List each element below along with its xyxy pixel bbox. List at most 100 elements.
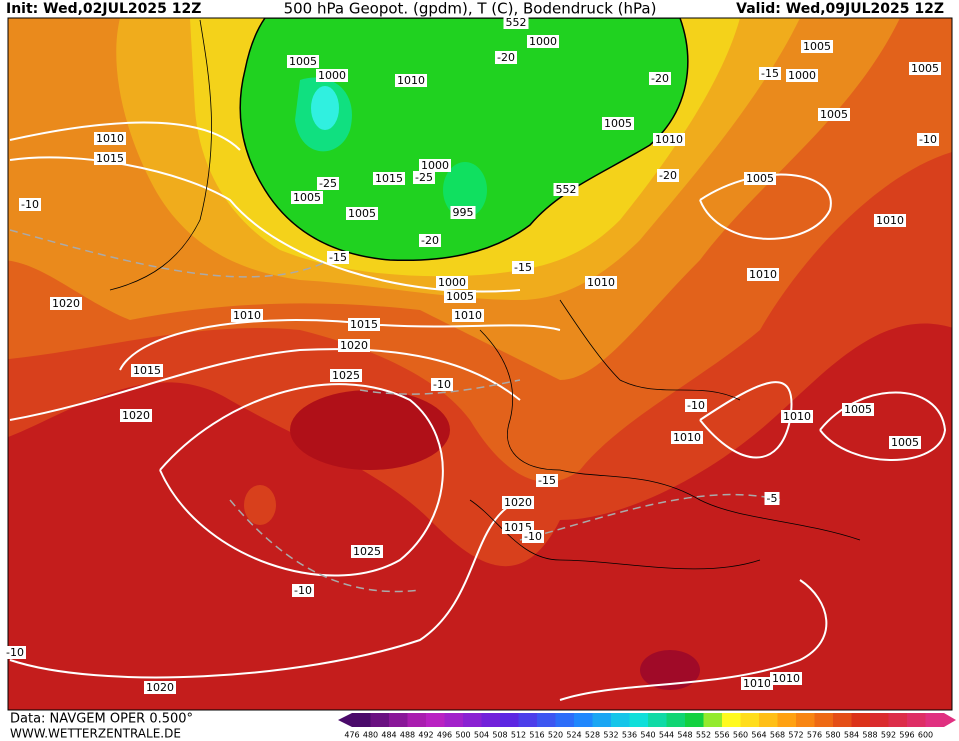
colorbar-swatch [796,713,815,727]
label-box [653,133,685,146]
isoline-label: 1005 [293,191,321,204]
colorbar-label: 556 [714,731,729,740]
colorbar-swatch [444,713,463,727]
isoline-label: 1020 [340,339,368,352]
isoline-label: 1020 [146,681,174,694]
label-box [287,55,319,68]
isoline-label: 1020 [504,496,532,509]
isoline-label: 1010 [876,214,904,227]
colorbar-label: 512 [511,731,526,740]
isoline-label: 1010 [673,431,701,444]
colorbar-label: 528 [585,731,600,740]
isoline-label: -10 [919,133,937,146]
label-box [602,117,634,130]
isoline-label: 1020 [122,409,150,422]
label-box [874,214,906,227]
isoline-label: -15 [761,67,779,80]
label-box [348,318,380,331]
label-box [502,496,534,509]
label-box [495,51,517,64]
isoline-label: -10 [687,399,705,412]
isoline-label: 1010 [749,268,777,281]
isotherms [9,229,781,593]
isoline-label: -20 [497,51,515,64]
label-box [419,234,441,247]
colorbar-label: 584 [844,731,859,740]
label-box [436,276,468,289]
colorbar-label: 476 [344,731,359,740]
label-box [395,74,427,87]
isoline-label: 1005 [604,117,632,130]
label-box [747,268,779,281]
colorbar-label: 568 [770,731,785,740]
label-box [431,378,453,391]
label-box [131,364,163,377]
colorbar-swatch [629,713,648,727]
isoline-label: -10 [21,198,39,211]
website: WWW.WETTERZENTRALE.DE [10,727,181,741]
colorbar-label: 516 [529,731,544,740]
isoline-label: -5 [767,492,778,505]
label-box [917,133,939,146]
colorbar-label: 532 [603,731,618,740]
isoline-label: -20 [421,234,439,247]
map-field [8,18,952,710]
colorbar-label: 496 [437,731,452,740]
label-box [503,16,529,29]
isoline-label: 1005 [348,207,376,220]
colorbar-label: 572 [788,731,803,740]
colorbar-swatch [666,713,685,727]
isoline-label: -10 [294,584,312,597]
isoline-label: 1015 [350,318,378,331]
colorbar-label: 592 [881,731,896,740]
isoline-label: 995 [453,206,474,219]
isoline-label: 1005 [446,290,474,303]
label-box [444,290,476,303]
colorbar-swatch [722,713,741,727]
isoline-label: 1005 [891,436,919,449]
colorbar-swatch [703,713,722,727]
isoline-label: 1005 [844,403,872,416]
label-box [292,584,314,597]
isoline-label: 1005 [803,40,831,53]
isoline-label: 1010 [783,410,811,423]
coastlines [109,19,861,570]
colorbar-label: 560 [733,731,748,740]
colorbar-label: 576 [807,731,822,740]
colorbar: 476 480 484 488 492 496 500 504 508 512 516 520 524 5… [338,713,956,740]
colorbar-swatch [685,713,704,727]
label-box [338,339,370,352]
label-box [351,545,383,558]
map-frame [7,17,953,711]
label-box [327,251,349,264]
colorbar-swatch [389,713,408,727]
label-box [50,297,82,310]
colorbar-swatch [352,713,371,727]
isoline-label: -15 [514,261,532,274]
colorbar-label: 488 [400,731,415,740]
isoline-label: 1025 [332,369,360,382]
label-box [786,69,818,82]
isoline-label: -15 [538,474,556,487]
label-box [842,403,874,416]
isoline-label: 1010 [743,677,771,690]
isoline-label: 552 [556,183,577,196]
colorbar-arrow [338,713,352,727]
colorbar-swatch [592,713,611,727]
label-box [759,67,781,80]
colorbar-swatch [777,713,796,727]
label-box [685,399,707,412]
isoline-label: 1010 [772,672,800,685]
colorbar-label: 588 [862,731,877,740]
colorbar-label: 524 [566,731,581,740]
isoline-label: -15 [329,251,347,264]
colorbar-swatch [925,713,944,727]
isoline-label: 1010 [233,309,261,322]
colorbar-swatch [426,713,445,727]
colorbar-label: 480 [363,731,378,740]
init-time: Init: Wed,02JUL2025 12Z [6,1,201,17]
label-box [889,436,921,449]
colorbar-swatch [888,713,907,727]
label-box [452,309,484,322]
